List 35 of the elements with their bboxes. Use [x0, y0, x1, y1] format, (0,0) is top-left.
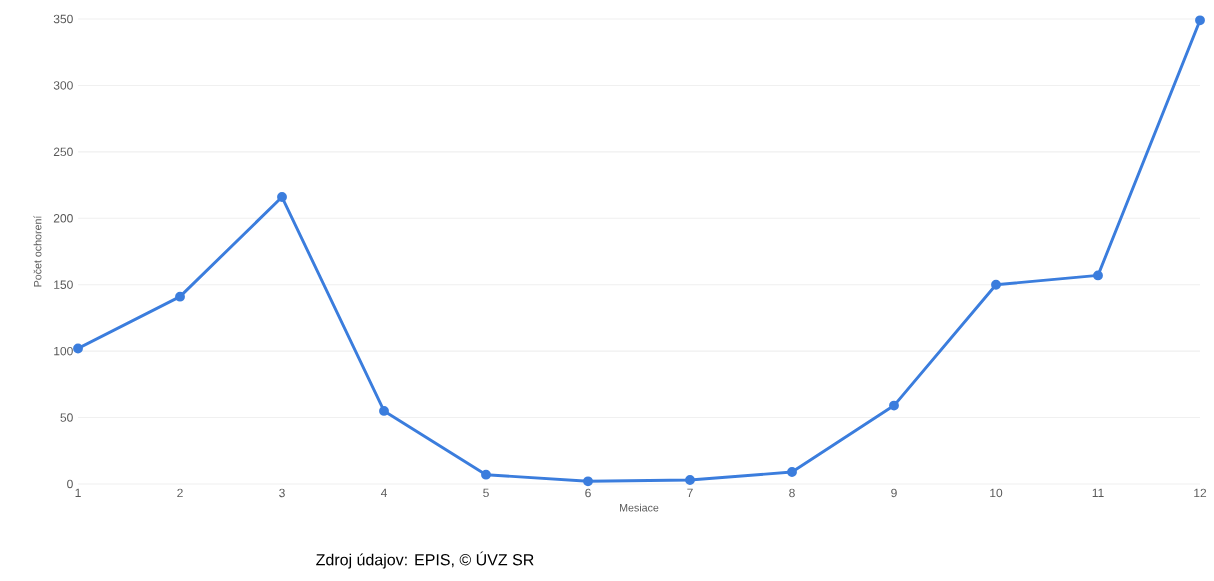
x-tick-label: 2 [177, 488, 183, 498]
point [889, 400, 899, 411]
point [787, 467, 797, 477]
y-tick-label: 50 [60, 413, 73, 422]
y-tick-label: 100 [54, 346, 73, 356]
y-tick-label: 250 [53, 147, 73, 157]
x-tick-label: 4 [380, 488, 387, 497]
x-tick-label: 10 [990, 488, 1003, 498]
y-tick-label: 300 [53, 81, 73, 90]
point [175, 291, 185, 302]
x-tick-label: 5 [483, 488, 489, 498]
y-tick-label: 150 [54, 280, 73, 289]
x-tick-label: 12 [1194, 488, 1207, 498]
point [1093, 270, 1103, 281]
point [991, 279, 1001, 290]
point [583, 476, 593, 487]
point [277, 192, 287, 202]
x-tick-label: 7 [687, 488, 693, 497]
point [685, 475, 695, 485]
x-tick-label: 6 [585, 488, 591, 498]
x-tick-label: 8 [789, 488, 795, 498]
x-axis-title: Mesiace [620, 503, 659, 512]
y-axis-title: Počet ochorení [33, 215, 42, 287]
point [73, 343, 83, 354]
y-tick-label: 0 [67, 479, 73, 489]
x-tick-label: 11 [1092, 488, 1104, 497]
x-tick-label: 9 [891, 488, 897, 498]
point [481, 469, 491, 480]
x-tick-label: 3 [279, 488, 285, 498]
text: Zdroj údajov: EPIS, © ÚVZ SR [316, 551, 534, 569]
y-tick-label: 350 [53, 14, 73, 24]
x-tick-label: 1 [75, 488, 81, 497]
point [379, 405, 389, 416]
point [1195, 15, 1205, 26]
y-tick-label: 200 [53, 214, 73, 223]
